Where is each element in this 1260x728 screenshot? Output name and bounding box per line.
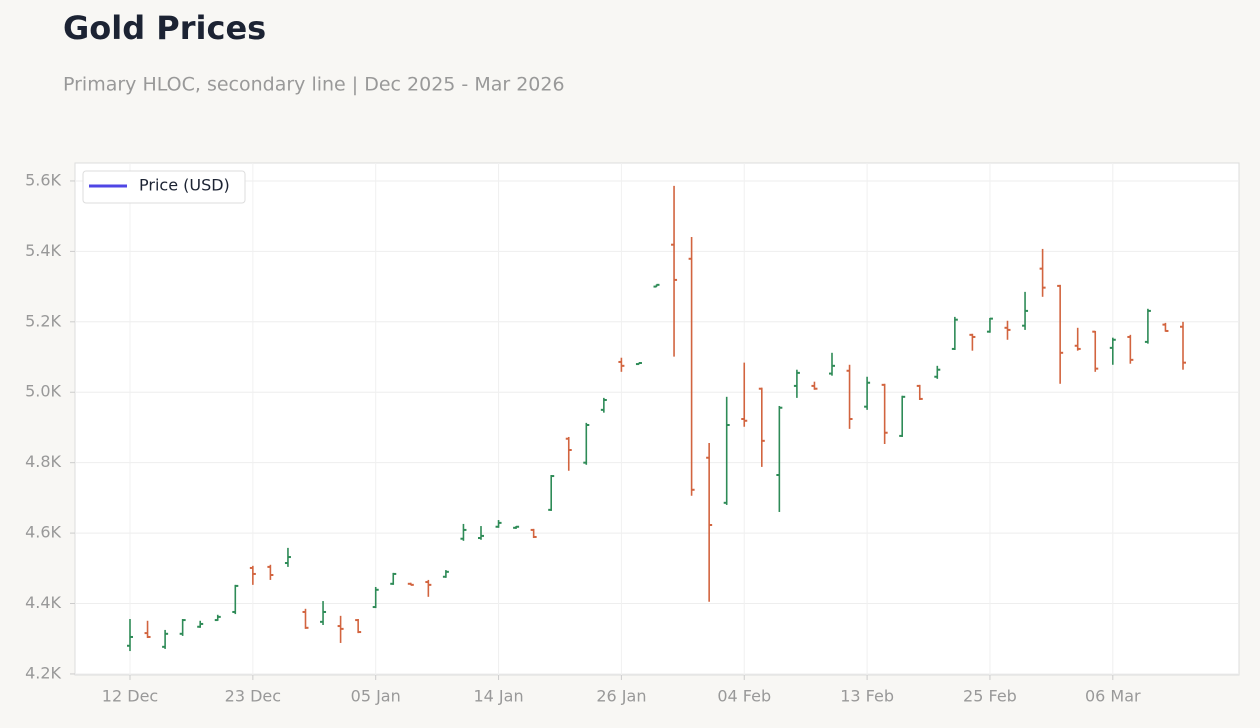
legend-box <box>82 170 246 204</box>
x-tick-label: 13 Feb <box>840 687 894 706</box>
x-tick-label: 04 Feb <box>717 687 771 706</box>
marks <box>127 185 1186 652</box>
y-tick-label: 4.2K <box>25 663 61 682</box>
plot-area <box>74 162 1240 676</box>
y-tick-label: 5.0K <box>25 382 61 401</box>
x-tick-label: 23 Dec <box>225 687 281 706</box>
x-tick-label: 25 Feb <box>963 687 1017 706</box>
y-tick-label: 4.6K <box>25 523 61 542</box>
x-tick-label: 26 Jan <box>596 687 646 706</box>
y-tick-label: 4.4K <box>25 593 61 612</box>
legend: Price (USD) <box>82 170 246 204</box>
x-tick-label: 06 Mar <box>1085 687 1141 706</box>
y-tick-label: 5.6K <box>25 170 61 189</box>
x-tick-label: 12 Dec <box>102 687 158 706</box>
y-tick-label: 4.8K <box>25 452 61 471</box>
x-tick-label: 05 Jan <box>351 687 401 706</box>
x-tick-label: 14 Jan <box>473 687 523 706</box>
chart-subtitle: Primary HLOC, secondary line | Dec 2025 … <box>63 74 565 96</box>
y-tick-label: 5.2K <box>25 311 61 330</box>
y-tick-label: 5.4K <box>25 241 61 260</box>
legend-label: Price (USD) <box>139 176 230 195</box>
chart-title: Gold Prices <box>63 9 266 47</box>
